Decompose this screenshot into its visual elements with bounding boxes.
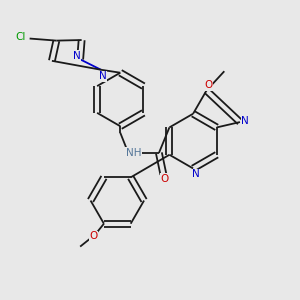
Text: N: N bbox=[73, 51, 80, 61]
Text: O: O bbox=[89, 231, 98, 241]
Text: O: O bbox=[161, 174, 169, 184]
Text: N: N bbox=[192, 169, 199, 179]
Text: NH: NH bbox=[126, 148, 141, 158]
Text: Cl: Cl bbox=[16, 32, 26, 42]
Text: O: O bbox=[205, 80, 213, 90]
Text: N: N bbox=[242, 116, 249, 126]
Text: N: N bbox=[99, 71, 106, 81]
